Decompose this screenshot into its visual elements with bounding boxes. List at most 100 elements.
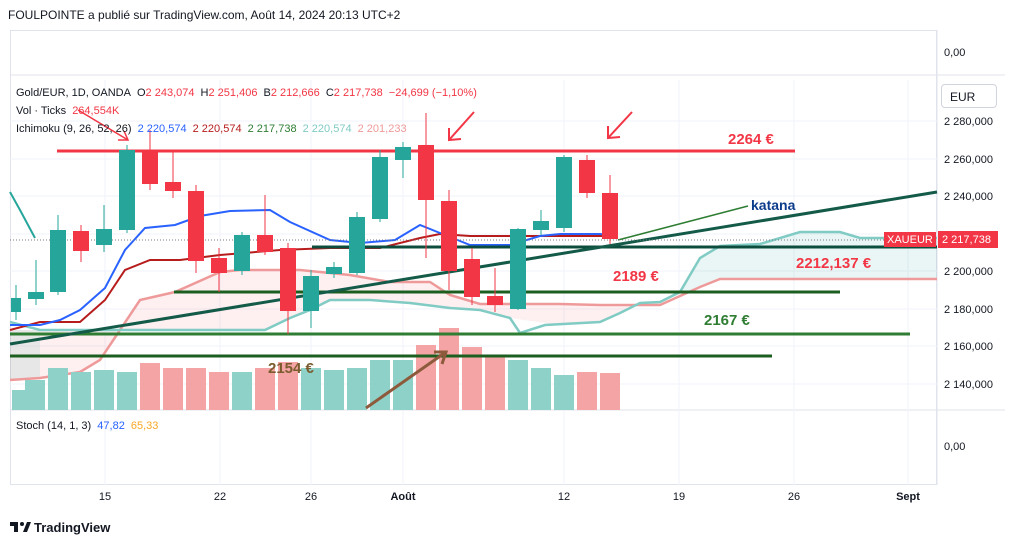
time-tick: Sept: [896, 491, 920, 503]
symbol-badge: XAUEUR: [887, 234, 933, 246]
senkou-span-b-line: [9, 268, 937, 382]
volume-label: Vol · Ticks: [16, 105, 67, 117]
candle: [372, 150, 388, 222]
annotation-arrow: [448, 111, 475, 142]
volume-bars: [12, 328, 620, 410]
price-tick: 2 180,000: [944, 304, 993, 316]
price-tick: 2 240,000: [944, 191, 993, 203]
last-price-badge-bg: [938, 231, 998, 248]
level-2167-label: 2167 €: [704, 312, 751, 329]
ichimoku-cloud-bearish: [10, 270, 660, 380]
senkou-a-value: 2 220,574: [302, 123, 352, 135]
high-value: 2 251,406: [208, 87, 258, 99]
annotation-arrow: [607, 111, 633, 140]
candle: [464, 248, 480, 305]
time-tick: 15: [99, 491, 111, 503]
last-price-badge: 2 217,738: [942, 234, 991, 246]
level-2189-label: 2189 €: [613, 268, 660, 285]
candle: [50, 215, 66, 295]
kijun-value: 2 220,574: [192, 123, 242, 135]
candle: [73, 225, 89, 262]
close-label: C: [325, 87, 334, 99]
volume-bar: [531, 368, 551, 410]
senkou-b-value: 2 201,233: [357, 123, 407, 135]
kijun-sen-line: [9, 232, 615, 331]
volume-bar: [278, 362, 298, 410]
volume-bar: [324, 370, 344, 410]
symbol-badge-bg: [884, 232, 936, 247]
candle: [418, 113, 434, 258]
candle: [119, 145, 135, 233]
chikou-span-line: [9, 191, 36, 239]
candle: [326, 262, 342, 278]
stoch-legend[interactable]: Stoch (14, 1, 3) 47,82 65,33: [16, 420, 161, 432]
candle: [11, 285, 21, 320]
volume-bar: [140, 363, 160, 410]
candle: [579, 155, 595, 198]
price-tick: 2 140,000: [944, 379, 993, 391]
volume-bar: [25, 380, 45, 410]
volume-bar: [71, 372, 91, 410]
ichimoku-cloud-bullish: [660, 232, 937, 302]
stoch-d-value: 65,33: [130, 420, 159, 432]
chikou-value: 2 217,738: [247, 123, 297, 135]
ichimoku-label: Ichimoku (9, 26, 52, 26): [16, 123, 132, 135]
time-axis: 15 22 26 Août 12 19 26 Sept: [99, 491, 920, 503]
tradingview-brand: TradingView: [34, 520, 111, 535]
senkou-span-a-line: [9, 230, 937, 335]
level-2154-label: 2154 €: [268, 360, 315, 377]
volume-legend[interactable]: Vol · Ticks 264,554K: [16, 105, 122, 117]
change-value: −24,699 (−1,10%): [388, 87, 477, 99]
volume-bar: [370, 360, 390, 410]
volume-bar: [255, 368, 275, 410]
price-tick: 2 280,000: [944, 116, 993, 128]
candle: [349, 212, 365, 275]
candles: [11, 113, 618, 334]
open-value: 2 243,074: [145, 87, 195, 99]
symbol-legend[interactable]: Gold/EUR, 1D, OANDA O2 243,074 H2 251,40…: [16, 87, 480, 99]
candle: [395, 142, 411, 178]
candle: [165, 150, 181, 198]
time-tick: 22: [214, 491, 226, 503]
volume-bar: [577, 372, 597, 410]
time-tick: Août: [390, 491, 415, 503]
volume-bar: [94, 370, 114, 410]
candle: [303, 270, 319, 328]
candle: [234, 232, 250, 275]
volume-bar: [600, 373, 620, 410]
candle: [142, 130, 158, 190]
candle: [96, 205, 112, 252]
candle: [280, 243, 296, 334]
currency-button[interactable]: EUR: [941, 84, 997, 108]
price-tick: 2 260,000: [944, 154, 993, 166]
close-value: 2 217,738: [333, 87, 383, 99]
price-axis-zero: 0,00: [944, 47, 965, 59]
open-label: O: [136, 87, 146, 99]
volume-value: 264,554K: [72, 105, 120, 117]
time-tick: 26: [788, 491, 800, 503]
candle: [188, 185, 204, 273]
volume-bar: [117, 372, 137, 410]
volume-bar: [462, 347, 482, 410]
candle: [533, 210, 549, 235]
candle: [487, 268, 503, 312]
volume-bar: [186, 368, 206, 410]
volume-bar: [439, 328, 459, 410]
stoch-label: Stoch (14, 1, 3): [16, 420, 92, 432]
volume-bar: [163, 368, 183, 410]
volume-bar: [209, 372, 229, 410]
time-tick: 26: [305, 491, 317, 503]
high-label: H: [200, 87, 209, 99]
resistance-label: 2264 €: [728, 131, 775, 148]
price-tick: 2 160,000: [944, 341, 993, 353]
low-value: 2 212,666: [270, 87, 320, 99]
candle: [556, 155, 572, 232]
price-tick: 2 200,000: [944, 266, 993, 278]
tradingview-logo-icon: [10, 522, 31, 532]
low-label: B: [263, 87, 271, 99]
candle: [441, 190, 457, 290]
volume-bar: [232, 372, 252, 410]
ichimoku-legend[interactable]: Ichimoku (9, 26, 52, 26) 2 220,574 2 220…: [16, 123, 410, 135]
annotation-arrow: [365, 350, 449, 410]
